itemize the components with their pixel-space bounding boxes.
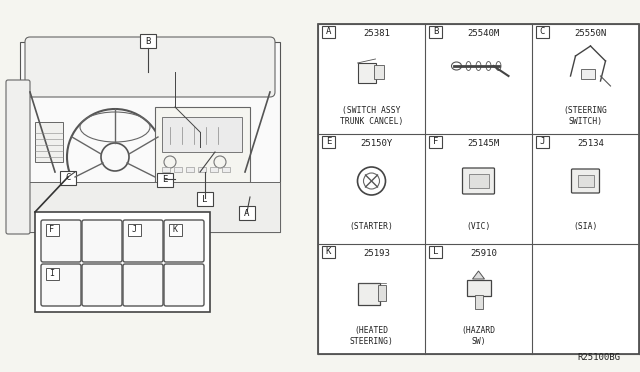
Bar <box>474 295 483 309</box>
Bar <box>174 167 182 172</box>
Text: K: K <box>326 247 331 257</box>
Text: J: J <box>540 138 545 147</box>
Text: B: B <box>433 28 438 36</box>
Text: (SIA): (SIA) <box>573 221 598 231</box>
Text: (STEERING
SWITCH): (STEERING SWITCH) <box>564 106 607 126</box>
Text: B: B <box>145 36 150 45</box>
Text: A: A <box>326 28 331 36</box>
Text: E: E <box>326 138 331 147</box>
Bar <box>322 246 335 258</box>
Bar <box>20 42 280 232</box>
FancyBboxPatch shape <box>123 264 163 306</box>
Text: F: F <box>49 225 54 234</box>
Text: J: J <box>131 225 136 234</box>
Bar <box>536 26 549 38</box>
Bar <box>60 171 76 185</box>
Text: 25150Y: 25150Y <box>360 140 392 148</box>
FancyBboxPatch shape <box>82 264 122 306</box>
FancyBboxPatch shape <box>164 264 204 306</box>
Text: (STARTER): (STARTER) <box>349 221 394 231</box>
Text: C: C <box>65 173 70 183</box>
Bar <box>429 136 442 148</box>
Bar <box>162 167 170 172</box>
Text: 25381: 25381 <box>363 29 390 38</box>
Bar <box>186 167 194 172</box>
Bar <box>322 136 335 148</box>
Bar <box>429 26 442 38</box>
Bar <box>162 117 242 152</box>
Bar <box>210 167 218 172</box>
Text: (HAZARD
SW): (HAZARD SW) <box>461 326 495 346</box>
FancyBboxPatch shape <box>123 220 163 262</box>
Bar <box>46 268 59 280</box>
Bar <box>374 65 383 79</box>
Bar <box>468 174 488 188</box>
Bar <box>197 192 213 206</box>
Text: (SWITCH ASSY
TRUNK CANCEL): (SWITCH ASSY TRUNK CANCEL) <box>340 106 403 126</box>
Text: 25145M: 25145M <box>467 140 500 148</box>
Text: (HEATED
STEERING): (HEATED STEERING) <box>349 326 394 346</box>
Bar <box>358 283 380 305</box>
Bar <box>35 212 210 312</box>
Bar <box>239 206 255 220</box>
FancyBboxPatch shape <box>25 37 275 97</box>
Text: 25193: 25193 <box>363 250 390 259</box>
Bar <box>140 34 156 48</box>
Bar <box>378 285 385 301</box>
Text: F: F <box>433 138 438 147</box>
Bar <box>157 173 173 187</box>
FancyBboxPatch shape <box>572 169 600 193</box>
Bar <box>169 224 182 236</box>
Text: 25910: 25910 <box>470 250 497 259</box>
Bar <box>580 69 595 79</box>
Bar <box>429 246 442 258</box>
Bar <box>467 280 490 296</box>
Text: A: A <box>244 208 250 218</box>
FancyBboxPatch shape <box>164 220 204 262</box>
Bar <box>322 26 335 38</box>
FancyBboxPatch shape <box>82 220 122 262</box>
Text: R25100BG: R25100BG <box>577 353 620 362</box>
Text: K: K <box>173 225 177 234</box>
Text: 25134: 25134 <box>577 140 604 148</box>
Text: L: L <box>433 247 438 257</box>
Bar <box>222 167 230 172</box>
Bar <box>20 182 280 232</box>
Bar <box>536 136 549 148</box>
FancyBboxPatch shape <box>6 80 30 234</box>
Bar <box>35 122 63 162</box>
Text: 25550N: 25550N <box>574 29 607 38</box>
Bar <box>198 167 206 172</box>
Bar <box>46 224 59 236</box>
Text: E: E <box>163 176 168 185</box>
Bar <box>155 107 250 197</box>
Polygon shape <box>472 271 484 279</box>
Bar <box>318 24 639 354</box>
FancyBboxPatch shape <box>463 168 495 194</box>
FancyBboxPatch shape <box>41 264 81 306</box>
FancyBboxPatch shape <box>41 220 81 262</box>
Text: I: I <box>49 269 54 279</box>
Text: (VIC): (VIC) <box>467 221 491 231</box>
Bar <box>577 175 593 187</box>
Bar <box>128 224 141 236</box>
Text: 25540M: 25540M <box>467 29 500 38</box>
Bar <box>358 63 376 83</box>
Text: C: C <box>540 28 545 36</box>
Text: L: L <box>202 195 208 203</box>
